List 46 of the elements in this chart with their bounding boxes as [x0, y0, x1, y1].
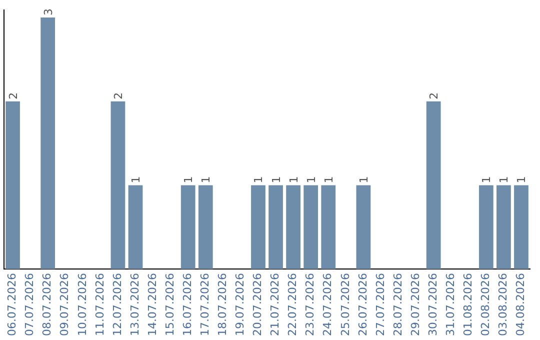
x-tick-label: 13.07.2026	[128, 273, 142, 336]
data-label: 1	[130, 176, 142, 184]
data-label: 2	[112, 92, 125, 100]
data-label: 1	[287, 176, 300, 184]
x-tick-label: 03.08.2026	[496, 273, 510, 336]
data-label: 2	[6, 92, 20, 100]
data-label: 1	[322, 176, 336, 184]
x-tick-label: 28.07.2026	[391, 273, 404, 336]
x-tick-label: 15.07.2026	[163, 273, 176, 336]
data-label: 1	[304, 176, 318, 184]
data-label: 1	[515, 176, 528, 184]
x-tick-label: 24.07.2026	[321, 273, 334, 336]
data-label: 1	[498, 176, 511, 184]
x-tick-label: 21.07.2026	[268, 273, 282, 336]
x-tick-label: 14.07.2026	[146, 273, 159, 336]
x-tick-label: 04.08.2026	[514, 273, 528, 336]
x-tick-label: 06.07.2026	[6, 273, 19, 336]
x-tick-label: 01.08.2026	[461, 273, 474, 336]
x-tick-label: 19.07.2026	[234, 273, 247, 336]
data-label: 1	[200, 176, 213, 184]
data-label: 2	[428, 92, 441, 100]
x-tick-label: 25.07.2026	[338, 273, 352, 336]
x-tick-label: 22.07.2026	[286, 273, 300, 336]
x-tick-label: 29.07.2026	[408, 273, 422, 336]
x-tick-label: 11.07.2026	[93, 273, 106, 336]
x-tick-label: 10.07.2026	[76, 273, 89, 336]
data-label: 1	[182, 176, 196, 184]
data-label: 3	[42, 8, 55, 16]
x-tick-label: 31.07.2026	[444, 273, 457, 336]
data-label: 1	[252, 176, 266, 184]
x-tick-label: 30.07.2026	[426, 273, 440, 336]
x-tick-label: 26.07.2026	[356, 273, 370, 336]
data-label: 1	[357, 176, 370, 184]
data-label: 1	[480, 176, 494, 184]
x-tick-label: 20.07.2026	[251, 273, 264, 336]
data-label: 1	[270, 176, 283, 184]
x-tick-label: 17.07.2026	[198, 273, 212, 336]
x-tick-label: 07.07.2026	[23, 273, 36, 336]
x-tick-label: 09.07.2026	[58, 273, 72, 336]
x-tick-label: 02.08.2026	[479, 273, 492, 336]
x-tick-label: 23.07.2026	[304, 273, 317, 336]
x-tick-label: 12.07.2026	[110, 273, 124, 336]
x-tick-label: 18.07.2026	[216, 273, 230, 336]
x-tick-label: 27.07.2026	[374, 273, 387, 336]
x-tick-label: 08.07.2026	[40, 273, 54, 336]
x-tick-label: 16.07.2026	[180, 273, 194, 336]
